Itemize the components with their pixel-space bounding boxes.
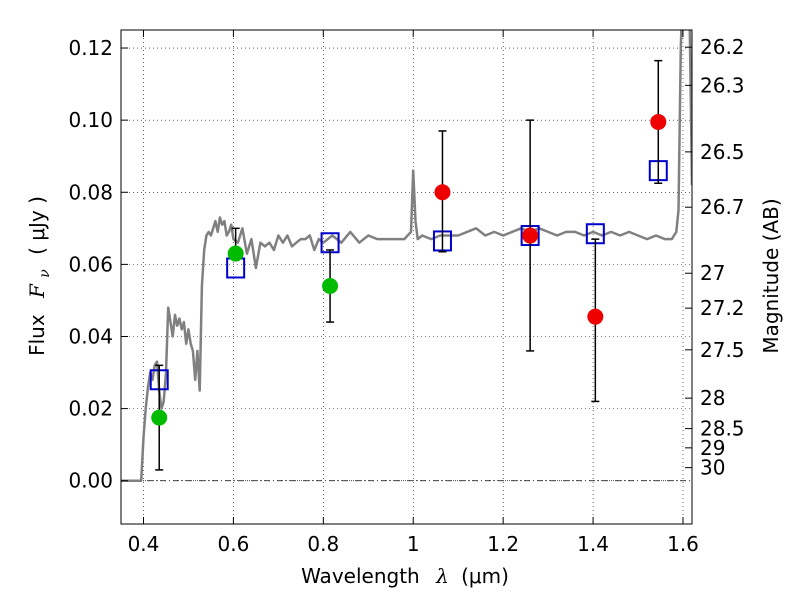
x-tick-label: 0.8 (307, 532, 339, 556)
series-layer (121, 30, 692, 482)
x-tick-label: 1.4 (577, 532, 609, 556)
y-tick-label: 0.04 (68, 324, 113, 348)
x-tick-label: 1 (407, 532, 420, 556)
hst-data-point (227, 245, 244, 262)
mag-tick-label: 27 (700, 261, 725, 285)
mag-tick-label: 30 (700, 456, 725, 480)
mag-tick-label: 26.2 (700, 35, 745, 59)
y-tick-label: 0.10 (68, 108, 113, 132)
y-tick-label: 0.06 (68, 252, 113, 276)
y-tick-label: 0.02 (68, 397, 113, 421)
y-axis-title-subscript: ν (37, 269, 53, 278)
sed-model-line (121, 30, 692, 482)
ir-data-point (587, 308, 604, 325)
axis-ticks: 0.4 0.6 0.8 1 1.2 1.4 1.6 0.00 0.02 0.04 0.06 0.08 0… (68, 30, 745, 556)
hst-data-point (322, 278, 339, 295)
y-axis-title-unit: ( μJy ) (25, 196, 49, 255)
ir-data-point (650, 113, 667, 130)
x-axis-title-prefix: Wavelength (301, 564, 420, 588)
mag-tick-label: 26.7 (700, 195, 745, 219)
mag-tick-label: 27.5 (700, 338, 745, 362)
y-axis-title-symbol: F (25, 283, 49, 299)
y-tick-label: 0.00 (68, 469, 113, 493)
x-tick-label: 0.6 (217, 532, 249, 556)
x-axis-title: Wavelength λ (μm) (301, 564, 509, 588)
y-axis-title-prefix: Flux (25, 314, 49, 356)
x-tick-label: 1.2 (487, 532, 519, 556)
ir-data-point (522, 227, 539, 244)
x-tick-label: 0.4 (128, 532, 160, 556)
ir-data-point (434, 184, 451, 201)
y-tick-label: 0.08 (68, 180, 113, 204)
mag-tick-label: 28 (700, 386, 725, 410)
grid (121, 30, 692, 524)
x-tick-label: 1.6 (667, 532, 699, 556)
mag-tick-label: 28.5 (700, 417, 745, 441)
y2-axis-title: Magnitude (AB) (759, 198, 783, 353)
hst-data-point (151, 409, 168, 426)
mag-tick-label: 29 (700, 436, 725, 460)
x-axis-title-unit: (μm) (461, 564, 509, 588)
mag-tick-label: 27.2 (700, 296, 745, 320)
y-axis-title: Flux F ν ( μJy ) (25, 196, 54, 356)
x-axis-title-symbol: λ (435, 564, 449, 588)
y-tick-label: 0.12 (68, 36, 113, 60)
mag-tick-label: 26.3 (700, 73, 745, 97)
mag-tick-label: 26.5 (700, 140, 745, 164)
plot-frame (120, 29, 693, 525)
